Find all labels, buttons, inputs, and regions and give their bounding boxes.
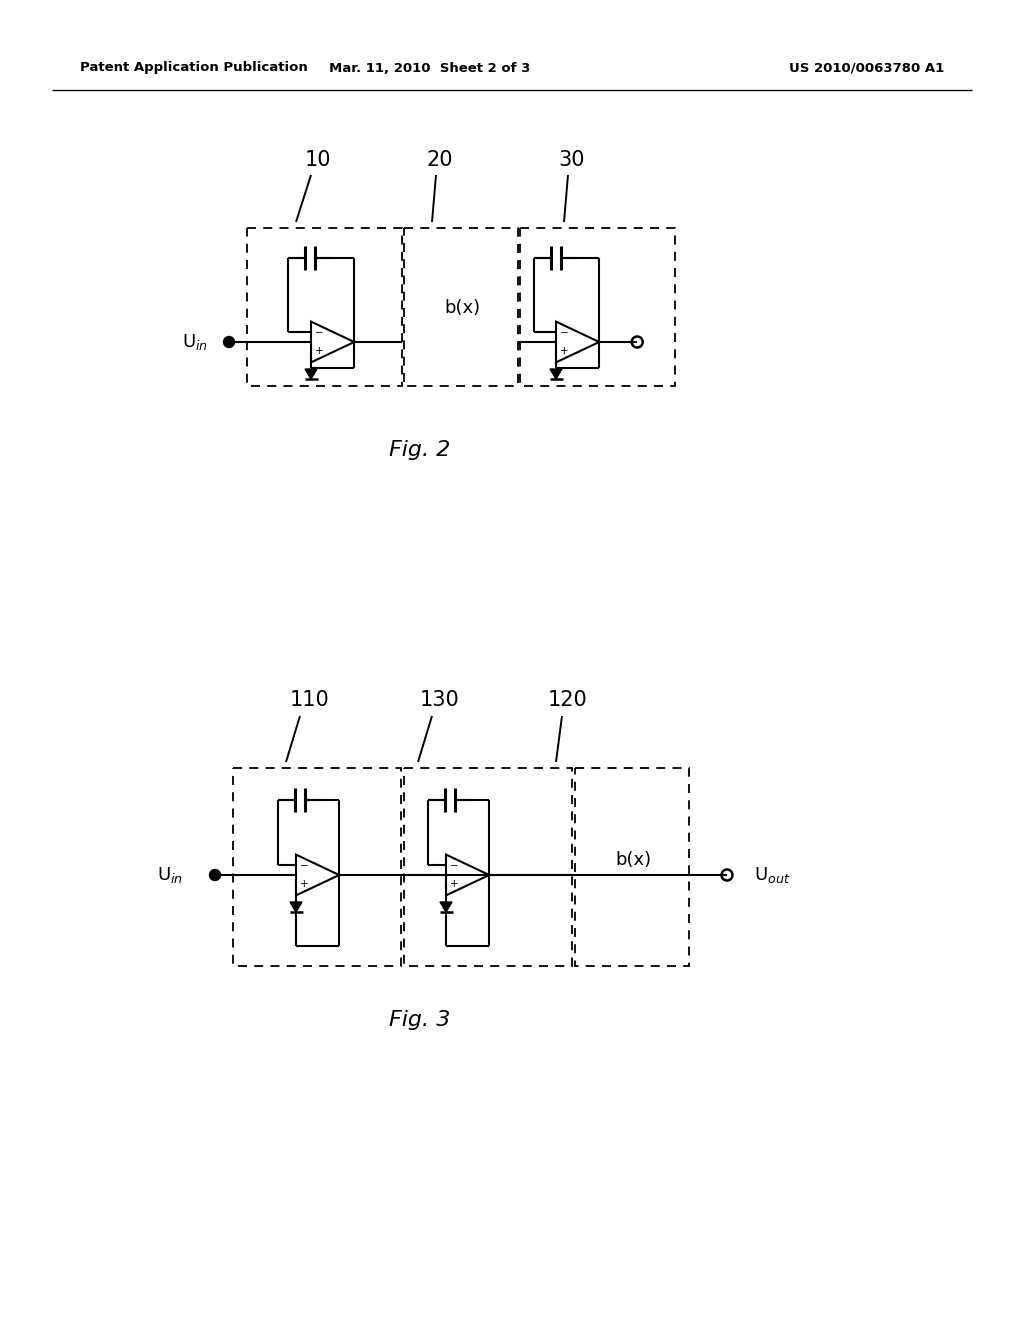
Text: +: + [451,879,459,890]
Polygon shape [550,370,562,379]
Text: 10: 10 [305,150,331,170]
Bar [520,228,675,385]
Text: −: − [560,327,568,338]
Bar [247,228,402,385]
Text: 120: 120 [548,690,588,710]
Text: 130: 130 [420,690,460,710]
Text: −: − [300,861,309,871]
Text: −: − [315,327,324,338]
Bar [404,228,518,385]
Text: −: − [450,861,459,871]
Text: Mar. 11, 2010  Sheet 2 of 3: Mar. 11, 2010 Sheet 2 of 3 [330,62,530,74]
Text: 110: 110 [290,690,330,710]
Text: U$_{in}$: U$_{in}$ [182,333,208,352]
Bar [575,768,689,966]
Text: b(x): b(x) [615,851,651,869]
Text: U$_{in}$: U$_{in}$ [157,865,183,884]
Circle shape [210,870,220,880]
Text: U$_{out}$: U$_{out}$ [754,865,791,884]
Text: 30: 30 [559,150,586,170]
Text: 20: 20 [427,150,454,170]
Polygon shape [305,370,317,379]
Circle shape [223,337,234,347]
Text: +: + [300,879,308,890]
Text: Patent Application Publication: Patent Application Publication [80,62,308,74]
Polygon shape [440,902,452,912]
Text: Fig. 3: Fig. 3 [389,1010,451,1030]
Text: b(x): b(x) [444,300,480,317]
Bar [233,768,401,966]
Text: +: + [560,346,568,356]
Polygon shape [290,902,302,912]
Text: Fig. 2: Fig. 2 [389,440,451,459]
Bar [404,768,572,966]
Text: US 2010/0063780 A1: US 2010/0063780 A1 [788,62,944,74]
Text: +: + [315,346,324,356]
